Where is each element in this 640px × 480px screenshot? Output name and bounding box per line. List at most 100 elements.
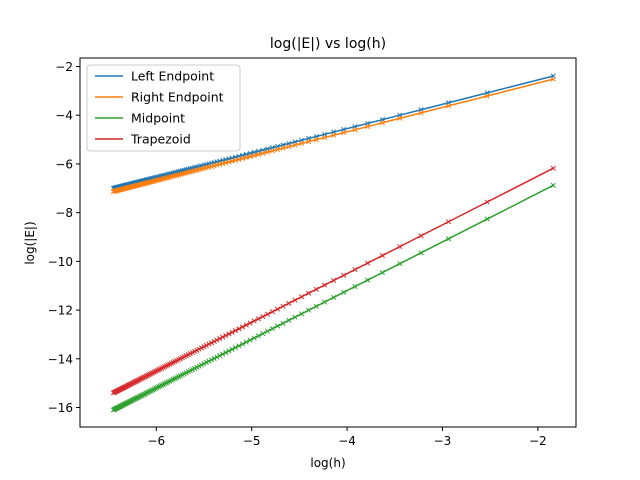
data-point xyxy=(201,344,207,350)
data-point xyxy=(445,103,452,109)
data-point xyxy=(322,299,328,305)
series-midpoint xyxy=(110,182,556,413)
data-point xyxy=(110,390,116,396)
legend-label: Trapezoid xyxy=(130,132,191,147)
data-point xyxy=(275,306,281,312)
data-point xyxy=(214,337,220,343)
data-point xyxy=(255,333,262,339)
legend-label: Left Endpoint xyxy=(131,69,214,84)
legend-box xyxy=(86,64,241,152)
data-point xyxy=(157,176,163,183)
data-point xyxy=(217,336,223,342)
data-point xyxy=(397,261,403,267)
data-point xyxy=(206,341,212,347)
data-point xyxy=(280,320,286,326)
data-point xyxy=(445,219,452,225)
data-point xyxy=(292,314,298,320)
data-point xyxy=(247,153,253,160)
legend-item-left-endpoint: Left Endpoint xyxy=(95,69,214,84)
data-point xyxy=(220,161,226,167)
y-tick-label: −14 xyxy=(48,352,73,366)
data-point xyxy=(110,407,116,413)
data-point xyxy=(275,323,281,329)
y-tick-label: −12 xyxy=(48,304,73,318)
data-point xyxy=(203,359,209,366)
data-point xyxy=(306,139,312,145)
data-point xyxy=(269,148,275,154)
data-point xyxy=(379,270,385,276)
data-point xyxy=(365,260,371,266)
data-point xyxy=(550,76,556,82)
data-point xyxy=(299,294,305,300)
y-tick-label: −4 xyxy=(55,109,73,123)
data-point xyxy=(110,188,116,195)
legend: Left Endpoint Right Endpoint Midpoint Trape… xyxy=(86,64,241,152)
y-tick-label: −10 xyxy=(48,255,73,269)
series-trapezoid xyxy=(110,165,556,396)
data-point xyxy=(397,244,403,250)
data-point xyxy=(269,309,275,315)
data-point xyxy=(397,115,403,121)
data-point xyxy=(260,150,266,156)
y-tick-label: −8 xyxy=(55,206,73,220)
data-point xyxy=(418,233,424,239)
data-point xyxy=(223,332,229,339)
data-point xyxy=(239,341,246,347)
data-point xyxy=(445,236,452,242)
plot-area xyxy=(110,73,556,413)
data-point xyxy=(243,339,249,345)
x-tick-label: −6 xyxy=(147,434,165,448)
data-point xyxy=(299,311,305,317)
data-point xyxy=(156,177,162,183)
data-point xyxy=(331,277,337,283)
data-point xyxy=(211,355,217,362)
data-point xyxy=(251,335,257,341)
data-point xyxy=(292,297,298,303)
data-point xyxy=(203,342,209,348)
data-point xyxy=(206,358,212,364)
data-point xyxy=(156,384,162,390)
data-point xyxy=(211,338,217,344)
data-point xyxy=(550,165,556,171)
data-point xyxy=(201,361,207,367)
data-point xyxy=(220,334,226,340)
legend-item-right-endpoint: Right Endpoint xyxy=(95,90,224,105)
data-point xyxy=(239,324,246,330)
data-point xyxy=(251,318,257,324)
data-point xyxy=(299,140,305,146)
data-point xyxy=(264,328,271,334)
data-point xyxy=(156,367,162,373)
y-axis-label: log(|E|) xyxy=(23,221,37,264)
chart-title: log(|E|) vs log(h) xyxy=(270,36,386,52)
axes-frame xyxy=(79,57,577,428)
axis-ticks: −6 −5 −4 −3 −2 −16 −14 −12 −10 −8 −6 −4 −2 xyxy=(48,60,547,448)
data-point xyxy=(292,142,298,148)
data-point xyxy=(236,343,242,349)
data-point xyxy=(484,199,490,205)
data-point xyxy=(341,289,347,295)
data-point xyxy=(247,320,253,326)
x-tick-label: −5 xyxy=(243,434,261,448)
data-point xyxy=(214,354,220,360)
data-point xyxy=(247,337,253,343)
data-point xyxy=(365,277,371,283)
data-point xyxy=(243,322,249,328)
data-point xyxy=(313,303,319,309)
y-tick-label: −16 xyxy=(48,401,73,415)
data-point xyxy=(236,326,242,332)
data-point xyxy=(264,149,271,155)
y-tick-label: −6 xyxy=(55,157,73,171)
data-point xyxy=(223,350,229,356)
data-point xyxy=(226,348,232,354)
data-point xyxy=(484,216,490,222)
data-point xyxy=(264,311,271,317)
data-point xyxy=(226,331,232,337)
data-point xyxy=(232,345,239,351)
data-point xyxy=(331,132,337,138)
data-point xyxy=(418,250,424,256)
data-point xyxy=(313,137,319,143)
series-right-endpoint xyxy=(110,76,556,195)
legend-label: Midpoint xyxy=(131,111,185,126)
data-point xyxy=(229,346,235,352)
data-point xyxy=(255,151,262,157)
